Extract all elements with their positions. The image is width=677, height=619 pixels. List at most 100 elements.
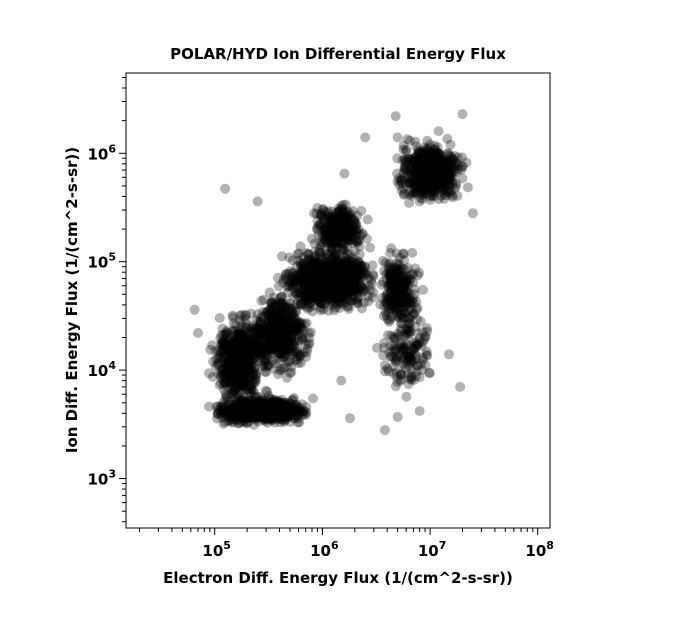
- data-point-2619: [365, 242, 376, 253]
- data-point-160: [243, 416, 254, 427]
- data-point-180: [241, 403, 252, 414]
- data-point-540: [229, 411, 239, 422]
- data-point-494: [268, 410, 279, 421]
- data-point-393: [271, 407, 282, 418]
- data-point-3649: [430, 165, 441, 176]
- data-point-198: [255, 400, 266, 411]
- data-point-607: [289, 406, 300, 417]
- y-tick-label-2: 105: [87, 251, 116, 272]
- data-point-94: [287, 402, 297, 413]
- data-point-434: [233, 403, 244, 414]
- data-point-423: [249, 412, 260, 423]
- data-point-189: [263, 405, 274, 416]
- data-point-419: [292, 411, 303, 422]
- data-point-600: [265, 397, 276, 408]
- data-point-523: [281, 407, 292, 418]
- data-point-451: [272, 410, 283, 421]
- data-point-454: [266, 408, 277, 419]
- data-point-362: [258, 412, 269, 423]
- data-point-397: [241, 406, 252, 417]
- data-point-3811: [467, 208, 478, 219]
- data-point-141: [236, 409, 247, 419]
- data-point-61: [224, 406, 235, 417]
- data-point-308: [261, 402, 272, 413]
- data-point-490: [264, 413, 275, 423]
- x-tick-label-1: 106: [310, 539, 339, 560]
- data-point-28: [275, 401, 286, 412]
- data-point-371: [277, 402, 288, 413]
- data-point-555: [247, 406, 257, 417]
- data-point-14: [273, 404, 284, 415]
- data-point-647: [251, 403, 262, 414]
- data-point-352: [283, 411, 294, 422]
- data-point-221: [245, 403, 256, 414]
- data-point-438: [293, 408, 304, 419]
- data-point-625: [256, 403, 266, 414]
- data-point-364: [250, 405, 261, 416]
- data-point-211: [223, 396, 234, 407]
- data-point-311: [271, 413, 282, 424]
- data-point-191: [278, 408, 289, 419]
- data-point-662: [294, 417, 305, 428]
- data-point-1191: [238, 392, 249, 403]
- data-point-514: [223, 411, 233, 421]
- data-point-2598: [301, 263, 311, 274]
- data-point-588: [265, 414, 276, 425]
- data-point-339: [278, 401, 289, 412]
- data-point-626: [301, 407, 312, 418]
- data-point-281: [270, 403, 281, 414]
- data-point-407: [254, 400, 265, 411]
- data-point-560: [248, 407, 259, 418]
- data-point-491: [224, 410, 235, 421]
- data-point-589: [256, 403, 267, 414]
- data-point-395: [251, 397, 262, 408]
- data-point-89: [245, 397, 256, 407]
- data-point-2596: [334, 283, 344, 294]
- data-point-187: [260, 405, 271, 416]
- data-point-641: [254, 412, 265, 423]
- data-point-436: [287, 409, 298, 420]
- data-point-329: [241, 402, 252, 413]
- data-point-43: [251, 403, 261, 414]
- data-point-201: [257, 398, 267, 409]
- data-point-3803: [457, 109, 468, 120]
- data-point-42: [248, 406, 259, 417]
- data-point-615: [290, 405, 300, 416]
- data-point-48: [242, 410, 253, 421]
- data-point-184: [275, 403, 286, 414]
- data-point-57: [264, 407, 275, 418]
- data-point-18: [238, 411, 249, 421]
- data-point-2744: [362, 214, 373, 225]
- data-point-568: [273, 404, 284, 414]
- data-point-71: [279, 400, 290, 411]
- data-point-262: [236, 413, 247, 424]
- data-point-623: [281, 400, 292, 411]
- data-point-216: [259, 411, 270, 422]
- data-point-528: [292, 406, 303, 417]
- data-point-306: [277, 403, 288, 414]
- data-point-6: [259, 408, 270, 419]
- data-point-110: [264, 405, 275, 416]
- data-point-288: [261, 410, 272, 421]
- data-point-261: [264, 407, 275, 418]
- data-point-481: [261, 395, 272, 406]
- data-point-0: [275, 404, 285, 415]
- data-point-489: [275, 399, 286, 410]
- data-point-16: [280, 404, 290, 415]
- data-point-155: [257, 401, 268, 412]
- data-point-178: [276, 404, 287, 414]
- data-point-411: [275, 417, 286, 428]
- data-point-239: [286, 407, 297, 418]
- data-point-349: [251, 402, 261, 413]
- data-point-193: [244, 410, 255, 421]
- data-point-2890: [337, 203, 348, 214]
- data-point-601: [259, 411, 270, 421]
- data-point-2586: [313, 258, 324, 269]
- data-point-85: [269, 407, 280, 418]
- data-point-546: [218, 405, 229, 416]
- data-point-179: [215, 405, 226, 416]
- data-point-456: [228, 400, 239, 411]
- data-point-319: [250, 405, 261, 416]
- data-point-439: [273, 408, 283, 419]
- data-point-547: [239, 412, 250, 423]
